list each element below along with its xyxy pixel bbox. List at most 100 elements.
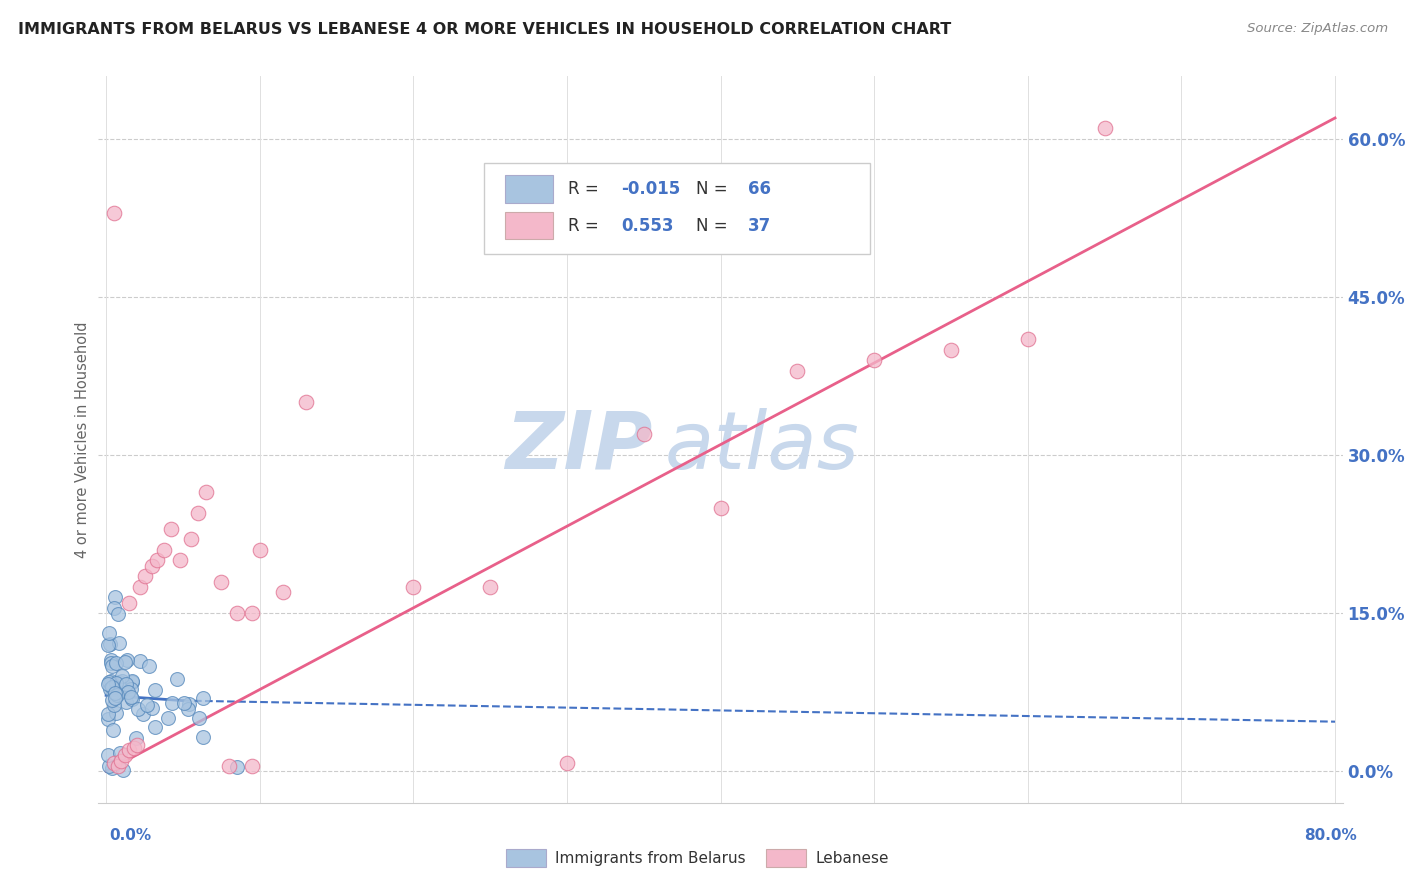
Point: [114, 655, 136, 669]
Point: [120, 682, 142, 697]
Point: [209, 574, 232, 589]
Point: [118, 596, 141, 610]
Point: [111, 763, 134, 777]
Point: [105, 657, 128, 671]
Point: [98, 636, 121, 650]
Text: Immigrants from Belarus: Immigrants from Belarus: [555, 851, 747, 865]
Point: [121, 692, 143, 706]
Point: [104, 691, 127, 706]
Point: [97, 747, 120, 762]
Point: [118, 743, 141, 757]
Point: [159, 522, 181, 536]
Point: [110, 754, 132, 768]
Point: [129, 654, 152, 668]
Point: [134, 569, 156, 583]
Point: [402, 580, 425, 594]
Point: [863, 353, 886, 368]
Point: [479, 580, 502, 594]
Point: [107, 759, 129, 773]
Point: [187, 506, 209, 520]
Point: [100, 673, 122, 688]
Text: R =: R =: [568, 217, 609, 235]
Point: [136, 698, 159, 713]
Point: [103, 206, 125, 220]
Point: [101, 761, 124, 775]
Point: [101, 723, 124, 737]
Point: [97, 674, 120, 689]
FancyBboxPatch shape: [484, 163, 870, 254]
Point: [194, 485, 217, 500]
Point: [218, 759, 240, 773]
Point: [104, 686, 127, 700]
Point: [179, 698, 201, 712]
Point: [157, 710, 180, 724]
Point: [125, 731, 148, 746]
Point: [225, 760, 247, 774]
Text: Source: ZipAtlas.com: Source: ZipAtlas.com: [1247, 22, 1388, 36]
Point: [100, 652, 122, 666]
Point: [146, 553, 169, 567]
Point: [191, 691, 214, 706]
Point: [939, 343, 962, 357]
Point: [98, 759, 121, 773]
Text: 66: 66: [748, 180, 770, 198]
Text: R =: R =: [568, 180, 603, 198]
Text: 80.0%: 80.0%: [1303, 828, 1357, 843]
Text: N =: N =: [696, 217, 733, 235]
Point: [131, 706, 153, 721]
Point: [169, 553, 191, 567]
Point: [121, 673, 143, 688]
Point: [153, 543, 176, 558]
Point: [114, 748, 136, 763]
Point: [100, 659, 122, 673]
Point: [555, 756, 578, 770]
Point: [103, 698, 125, 712]
Text: Lebanese: Lebanese: [815, 851, 889, 865]
Point: [105, 688, 128, 702]
Point: [100, 692, 122, 706]
Point: [103, 600, 125, 615]
Point: [138, 659, 160, 673]
Point: [111, 669, 134, 683]
Point: [101, 682, 124, 697]
FancyBboxPatch shape: [505, 176, 553, 203]
Point: [97, 639, 120, 653]
Point: [107, 607, 129, 622]
Text: N =: N =: [696, 180, 733, 198]
Point: [177, 701, 200, 715]
Point: [108, 746, 131, 760]
Point: [97, 712, 120, 726]
Point: [145, 720, 167, 734]
Point: [107, 636, 129, 650]
Point: [100, 656, 122, 670]
Text: ZIP: ZIP: [505, 408, 652, 485]
Point: [240, 759, 263, 773]
Point: [115, 653, 138, 667]
Point: [121, 674, 143, 689]
Point: [633, 427, 655, 442]
Point: [101, 680, 124, 694]
Point: [115, 695, 138, 709]
Point: [709, 500, 731, 515]
Point: [162, 696, 184, 710]
Point: [97, 677, 120, 691]
Point: [225, 606, 247, 620]
Point: [105, 675, 128, 690]
Point: [129, 580, 152, 594]
Text: IMMIGRANTS FROM BELARUS VS LEBANESE 4 OR MORE VEHICLES IN HOUSEHOLD CORRELATION : IMMIGRANTS FROM BELARUS VS LEBANESE 4 OR…: [18, 22, 952, 37]
Point: [104, 706, 127, 720]
Point: [173, 696, 195, 710]
Point: [1017, 332, 1039, 346]
Point: [188, 711, 211, 725]
Point: [191, 730, 214, 744]
Point: [98, 682, 121, 697]
Point: [115, 677, 138, 691]
Point: [1094, 121, 1116, 136]
Text: 0.0%: 0.0%: [110, 828, 152, 843]
Point: [97, 707, 120, 722]
Point: [240, 606, 263, 620]
Point: [125, 738, 148, 752]
Point: [103, 756, 125, 770]
Point: [180, 533, 202, 547]
Text: atlas: atlas: [665, 408, 859, 485]
